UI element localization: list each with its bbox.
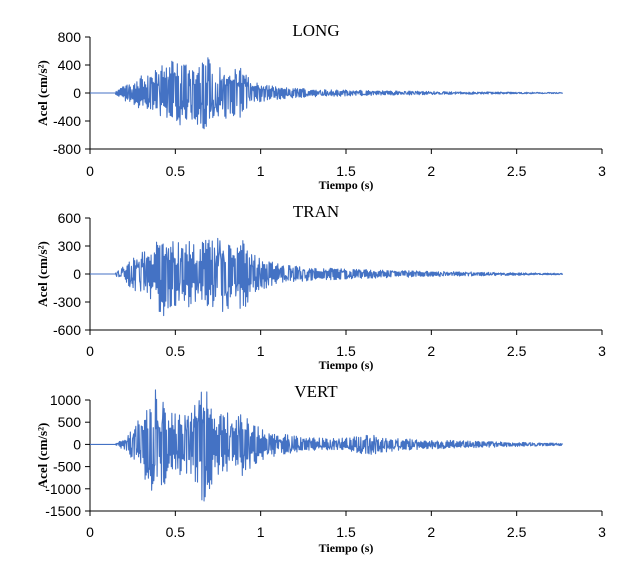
tran-y-tick-label: 300 bbox=[58, 238, 82, 254]
tran-y-tick-label: 600 bbox=[58, 210, 82, 226]
long-y-axis-label: Acel (cm/s²) bbox=[35, 60, 50, 126]
tran-x-tick-label: 0.5 bbox=[166, 343, 186, 359]
vert-y-tick-label: 500 bbox=[58, 414, 82, 430]
tran-x-tick-label: 1.5 bbox=[336, 343, 356, 359]
vert-x-tick-label: 3 bbox=[598, 524, 606, 540]
tran-panel: 600 300 0 -300 -600 0 0.5 1 1.5 2 2.5 3 TRAN Tiempo (… bbox=[35, 202, 606, 372]
long-x-tick-label: 1 bbox=[257, 163, 265, 179]
tran-x-tick-label: 1 bbox=[257, 343, 265, 359]
tran-x-axis-label: Tiempo (s) bbox=[319, 358, 374, 372]
long-chart-title: LONG bbox=[292, 21, 339, 40]
tran-chart-title: TRAN bbox=[293, 202, 339, 221]
vert-x-tick-label: 2 bbox=[427, 524, 435, 540]
vert-x-tick-label: 1 bbox=[257, 524, 265, 540]
vert-y-tick-label: 0 bbox=[73, 436, 81, 452]
tran-y-tick-label: -300 bbox=[53, 294, 81, 310]
long-y-tick-label: -800 bbox=[53, 141, 81, 157]
tran-x-tick-label: 0 bbox=[86, 343, 94, 359]
long-x-tick-label: 0.5 bbox=[166, 163, 186, 179]
tran-series-line bbox=[90, 237, 564, 317]
tran-y-axis-label: Acel (cm/s²) bbox=[35, 241, 50, 307]
long-x-tick-label: 0 bbox=[86, 163, 94, 179]
long-x-axis-label: Tiempo (s) bbox=[319, 178, 374, 192]
vert-series-line bbox=[90, 389, 564, 502]
long-y-tick-label: 800 bbox=[58, 29, 82, 45]
vert-y-tick-label: -1000 bbox=[45, 481, 81, 497]
vert-x-tick-label: 1.5 bbox=[336, 524, 356, 540]
long-x-tick-label: 3 bbox=[598, 163, 606, 179]
vert-panel: 1000 500 0 -500 -1000 -1500 0 0.5 1 1.5 2 2.5 3 VERT T… bbox=[35, 382, 606, 555]
vert-y-tick-label: -500 bbox=[53, 459, 81, 475]
tran-x-tick-label: 3 bbox=[598, 343, 606, 359]
tran-y-tick-label: 0 bbox=[73, 266, 81, 282]
long-x-tick-label: 2 bbox=[427, 163, 435, 179]
tran-y-tick-label: -600 bbox=[53, 322, 81, 338]
vert-x-tick-label: 2.5 bbox=[507, 524, 527, 540]
long-y-tick-label: -400 bbox=[53, 113, 81, 129]
vert-y-tick-label: -1500 bbox=[45, 503, 81, 519]
vert-y-tick-label: 1000 bbox=[50, 392, 81, 408]
vert-x-axis-label: Tiempo (s) bbox=[319, 541, 374, 555]
long-x-tick-label: 2.5 bbox=[507, 163, 527, 179]
tran-x-tick-label: 2.5 bbox=[507, 343, 527, 359]
long-y-tick-label: 400 bbox=[58, 57, 82, 73]
vert-x-tick-label: 0.5 bbox=[166, 524, 186, 540]
vert-chart-title: VERT bbox=[294, 382, 338, 401]
long-x-tick-label: 1.5 bbox=[336, 163, 356, 179]
vert-x-tick-label: 0 bbox=[86, 524, 94, 540]
long-series-line bbox=[90, 57, 563, 130]
long-panel: 800 400 0 -400 -800 0 0.5 1 1.5 2 2.5 3 LONG Tiempo (… bbox=[35, 21, 606, 192]
long-y-tick-label: 0 bbox=[73, 85, 81, 101]
tran-x-tick-label: 2 bbox=[427, 343, 435, 359]
vert-y-axis-label: Acel (cm/s²) bbox=[35, 423, 50, 489]
